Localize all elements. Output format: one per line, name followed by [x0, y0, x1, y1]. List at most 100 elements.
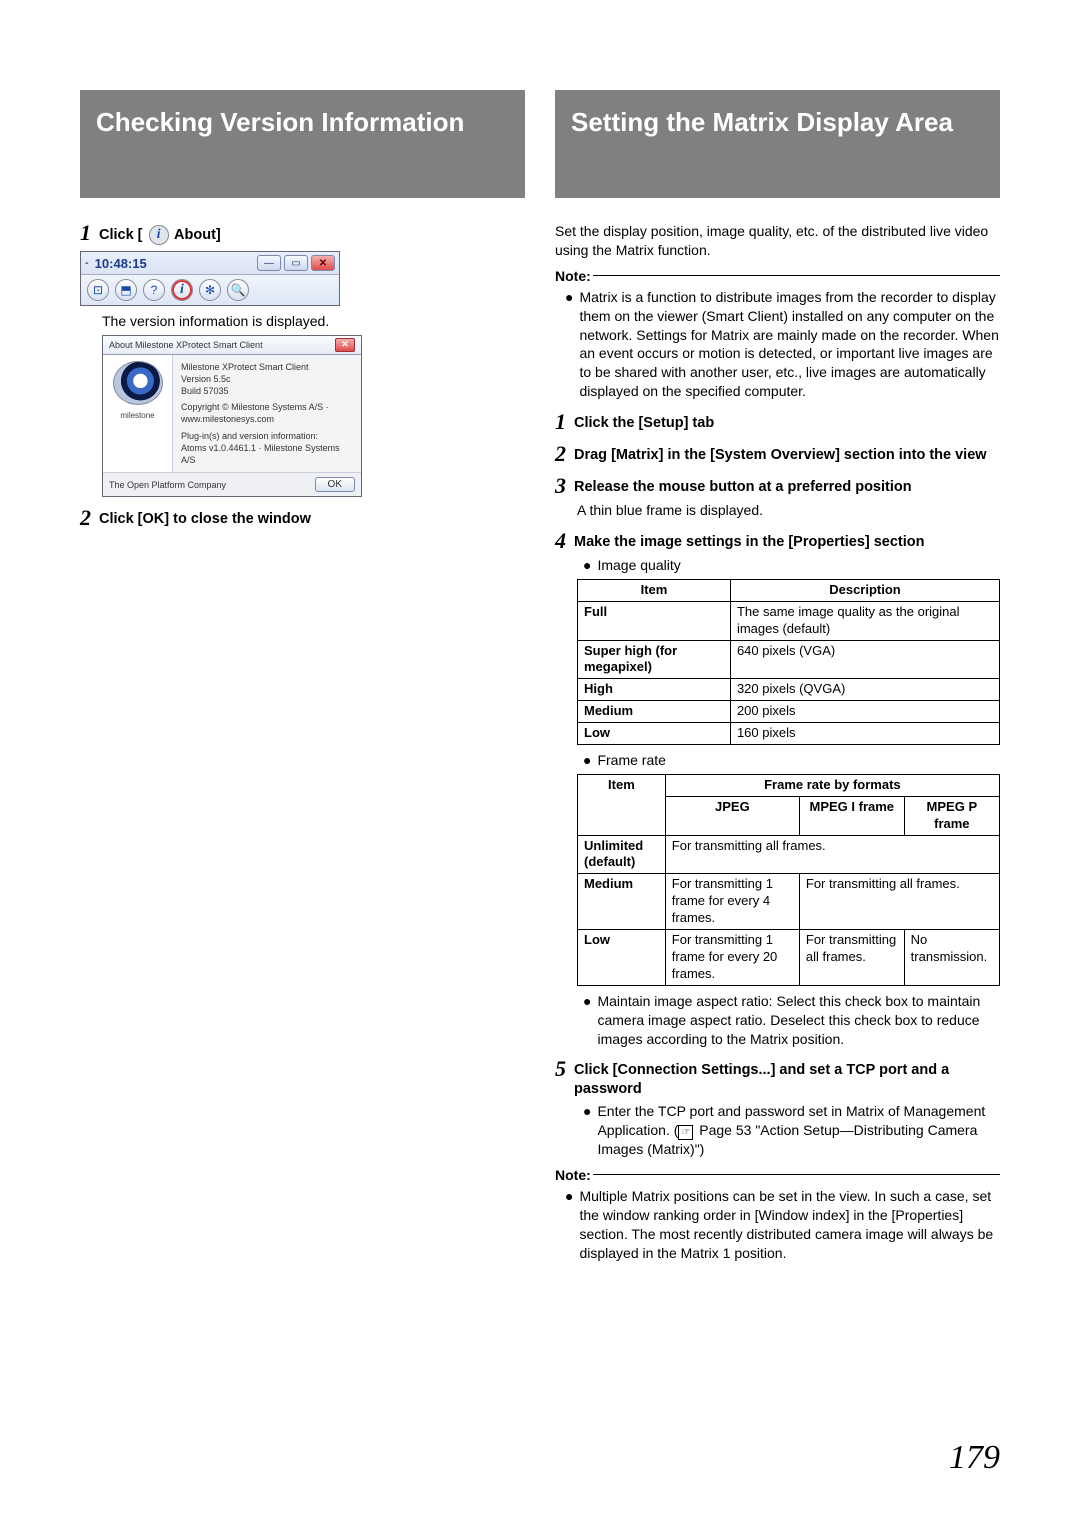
- table-cell: Medium: [578, 701, 731, 723]
- table-cell: Unlimited (default): [578, 835, 666, 874]
- step-body: A thin blue frame is displayed.: [577, 501, 1000, 520]
- table-cell: 320 pixels (QVGA): [730, 679, 999, 701]
- table-cell: No transmission.: [904, 930, 999, 986]
- bullet-dot-icon: ●: [565, 1187, 573, 1263]
- sub-bullet: ● Frame rate: [583, 751, 1000, 770]
- step-text: Drag [Matrix] in the [System Overview] s…: [574, 443, 987, 464]
- toolbar-icon[interactable]: ⬒: [115, 279, 137, 301]
- tagline: The Open Platform Company: [109, 480, 226, 490]
- step-1-left: 1 Click [ i About]: [80, 222, 525, 245]
- about-line: Milestone XProtect Smart Client: [181, 361, 353, 373]
- step1-post: About]: [174, 227, 221, 243]
- note-text: Multiple Matrix positions can be set in …: [579, 1187, 1000, 1263]
- step-5: 5 Click [Connection Settings...] and set…: [555, 1058, 1000, 1097]
- xref-icon: ☞: [678, 1125, 693, 1141]
- search-icon[interactable]: 🔍: [227, 279, 249, 301]
- bullet-text: Image quality: [597, 556, 680, 575]
- step-number: 2: [555, 443, 566, 465]
- about-right-pane: Milestone XProtect Smart Client Version …: [173, 355, 361, 472]
- step-number: 5: [555, 1058, 566, 1080]
- table-cell: High: [578, 679, 731, 701]
- table-cell: 160 pixels: [730, 723, 999, 745]
- titlebar-row: - 10:48:15 — ▭ ✕: [81, 252, 339, 274]
- table-cell: For transmitting 1 frame for every 20 fr…: [665, 930, 799, 986]
- table-header: Frame rate by formats: [665, 774, 999, 796]
- ok-button[interactable]: OK: [315, 477, 355, 492]
- close-button[interactable]: ✕: [311, 255, 335, 271]
- step-text: Release the mouse button at a preferred …: [574, 475, 912, 496]
- table-cell: Full: [578, 601, 731, 640]
- section-heading-left: Checking Version Information: [80, 90, 525, 198]
- image-quality-table: Item Description FullThe same image qual…: [577, 579, 1000, 745]
- page-number: 179: [949, 1439, 1000, 1477]
- help-icon[interactable]: ?: [143, 279, 165, 301]
- about-line: Build 57035: [181, 385, 353, 397]
- table-header: MPEG I frame: [799, 796, 904, 835]
- table-header: Description: [730, 579, 999, 601]
- table-cell: For transmitting all frames.: [799, 930, 904, 986]
- about-line: Atoms v1.0.4461.1 · Milestone Systems A/…: [181, 442, 353, 466]
- table-cell: 640 pixels (VGA): [730, 640, 999, 679]
- titlebar-time: 10:48:15: [95, 256, 147, 271]
- sub-bullet: ● Enter the TCP port and password set in…: [583, 1102, 1000, 1159]
- table-header: MPEG P frame: [904, 796, 999, 835]
- table-cell: Low: [578, 930, 666, 986]
- step-number: 1: [555, 411, 566, 433]
- two-column-layout: Checking Version Information 1 Click [ i…: [80, 90, 1000, 1264]
- toolbar-icon[interactable]: ⊡: [87, 279, 109, 301]
- table-cell: 200 pixels: [730, 701, 999, 723]
- bullet-text: Frame rate: [597, 751, 665, 770]
- left-column: Checking Version Information 1 Click [ i…: [80, 90, 525, 1264]
- note-rule: [593, 275, 1000, 276]
- minimize-button[interactable]: —: [257, 255, 281, 271]
- gear-icon[interactable]: ✻: [199, 279, 221, 301]
- step-number: 2: [80, 507, 91, 529]
- bullet-text: Enter the TCP port and password set in M…: [597, 1102, 1000, 1159]
- about-titlebar: About Milestone XProtect Smart Client ✕: [103, 336, 361, 355]
- about-line: Plug-in(s) and version information:: [181, 430, 353, 442]
- sub-bullet: ● Image quality: [583, 556, 1000, 575]
- note-divider: Note:: [555, 268, 1000, 284]
- note-label: Note:: [555, 268, 591, 284]
- step-1: 1 Click the [Setup] tab: [555, 411, 1000, 433]
- note-rule: [593, 1174, 1000, 1175]
- info-icon: i: [149, 225, 169, 245]
- step-2-left: 2 Click [OK] to close the window: [80, 507, 525, 529]
- logo-image: [113, 361, 163, 405]
- step-3: 3 Release the mouse button at a preferre…: [555, 475, 1000, 497]
- bullet-dot-icon: ●: [583, 556, 591, 575]
- maximize-button[interactable]: ▭: [284, 255, 308, 271]
- toolbar-icons-row: ⊡ ⬒ ? i ✻ 🔍: [81, 274, 339, 305]
- table-header: JPEG: [665, 796, 799, 835]
- table-header: Item: [578, 579, 731, 601]
- right-column: Setting the Matrix Display Area Set the …: [555, 90, 1000, 1264]
- about-body: milestone Milestone XProtect Smart Clien…: [103, 355, 361, 472]
- table-cell: For transmitting 1 frame for every 4 fra…: [665, 874, 799, 930]
- step-text: Click [ i About]: [99, 222, 221, 245]
- step-text: Click [Connection Settings...] and set a…: [574, 1058, 1000, 1097]
- about-line: Copyright © Milestone Systems A/S · www.…: [181, 401, 353, 425]
- about-line: Version 5.5c: [181, 373, 353, 385]
- sub-bullet: ● Maintain image aspect ratio: Select th…: [583, 992, 1000, 1049]
- note-text: Matrix is a function to distribute image…: [579, 288, 1000, 401]
- bullet-text: Maintain image aspect ratio: Select this…: [597, 992, 1000, 1049]
- note-label: Note:: [555, 1167, 591, 1183]
- step1-pre: Click [: [99, 227, 143, 243]
- table-cell: Super high (for megapixel): [578, 640, 731, 679]
- caption: The version information is displayed.: [102, 312, 525, 331]
- page: Checking Version Information 1 Click [ i…: [0, 0, 1080, 1527]
- step-number: 3: [555, 475, 566, 497]
- bullet-dot-icon: ●: [583, 1102, 591, 1159]
- step-text: Make the image settings in the [Properti…: [574, 530, 925, 551]
- table-cell: For transmitting all frames.: [665, 835, 999, 874]
- bullet-dot-icon: ●: [583, 992, 591, 1049]
- table-cell: The same image quality as the original i…: [730, 601, 999, 640]
- table-cell: For transmitting all frames.: [799, 874, 999, 930]
- note-divider: Note:: [555, 1167, 1000, 1183]
- about-footer: The Open Platform Company OK: [103, 472, 361, 496]
- about-icon[interactable]: i: [171, 279, 193, 301]
- note-bullet: ● Matrix is a function to distribute ima…: [565, 288, 1000, 401]
- frame-rate-table: Item Frame rate by formats JPEG MPEG I f…: [577, 774, 1000, 986]
- close-icon[interactable]: ✕: [335, 338, 355, 352]
- bullet-dot-icon: ●: [565, 288, 573, 401]
